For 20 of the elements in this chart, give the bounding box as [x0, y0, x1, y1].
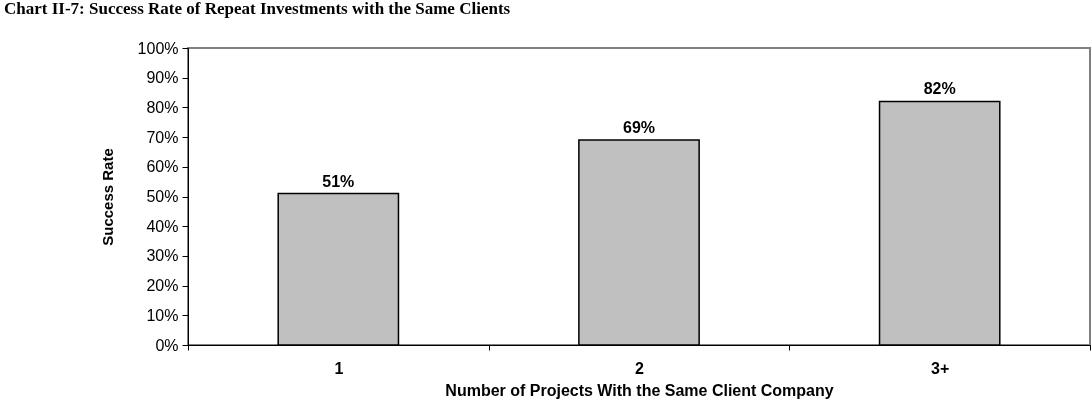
y-tick-label: 100% — [137, 39, 179, 57]
y-tick-label: 70% — [146, 128, 179, 146]
y-tick-label: 50% — [146, 188, 179, 205]
y-tick-label: 60% — [146, 158, 179, 176]
x-axis-title: Number of Projects With the Same Client Company — [445, 381, 834, 399]
data-label: 82% — [923, 80, 956, 98]
x-tick-label: 2 — [635, 359, 645, 377]
x-tick-label: 1 — [334, 359, 344, 377]
y-tick-label: 10% — [146, 306, 179, 324]
x-tick-label: 3+ — [931, 359, 950, 377]
y-tick-label: 0% — [155, 336, 179, 354]
y-tick-label: 40% — [146, 217, 179, 235]
chart-title: Chart II-7: Success Rate of Repeat Investments with the Same Clients — [4, 0, 511, 18]
y-tick-label: 80% — [146, 98, 179, 116]
y-tick-label: 20% — [146, 277, 179, 295]
data-label: 51% — [322, 172, 355, 190]
y-tick-label: 30% — [146, 247, 179, 265]
data-label: 69% — [622, 119, 656, 137]
y-axis-title: Success Rate — [98, 148, 116, 246]
y-tick-label: 90% — [146, 69, 179, 87]
